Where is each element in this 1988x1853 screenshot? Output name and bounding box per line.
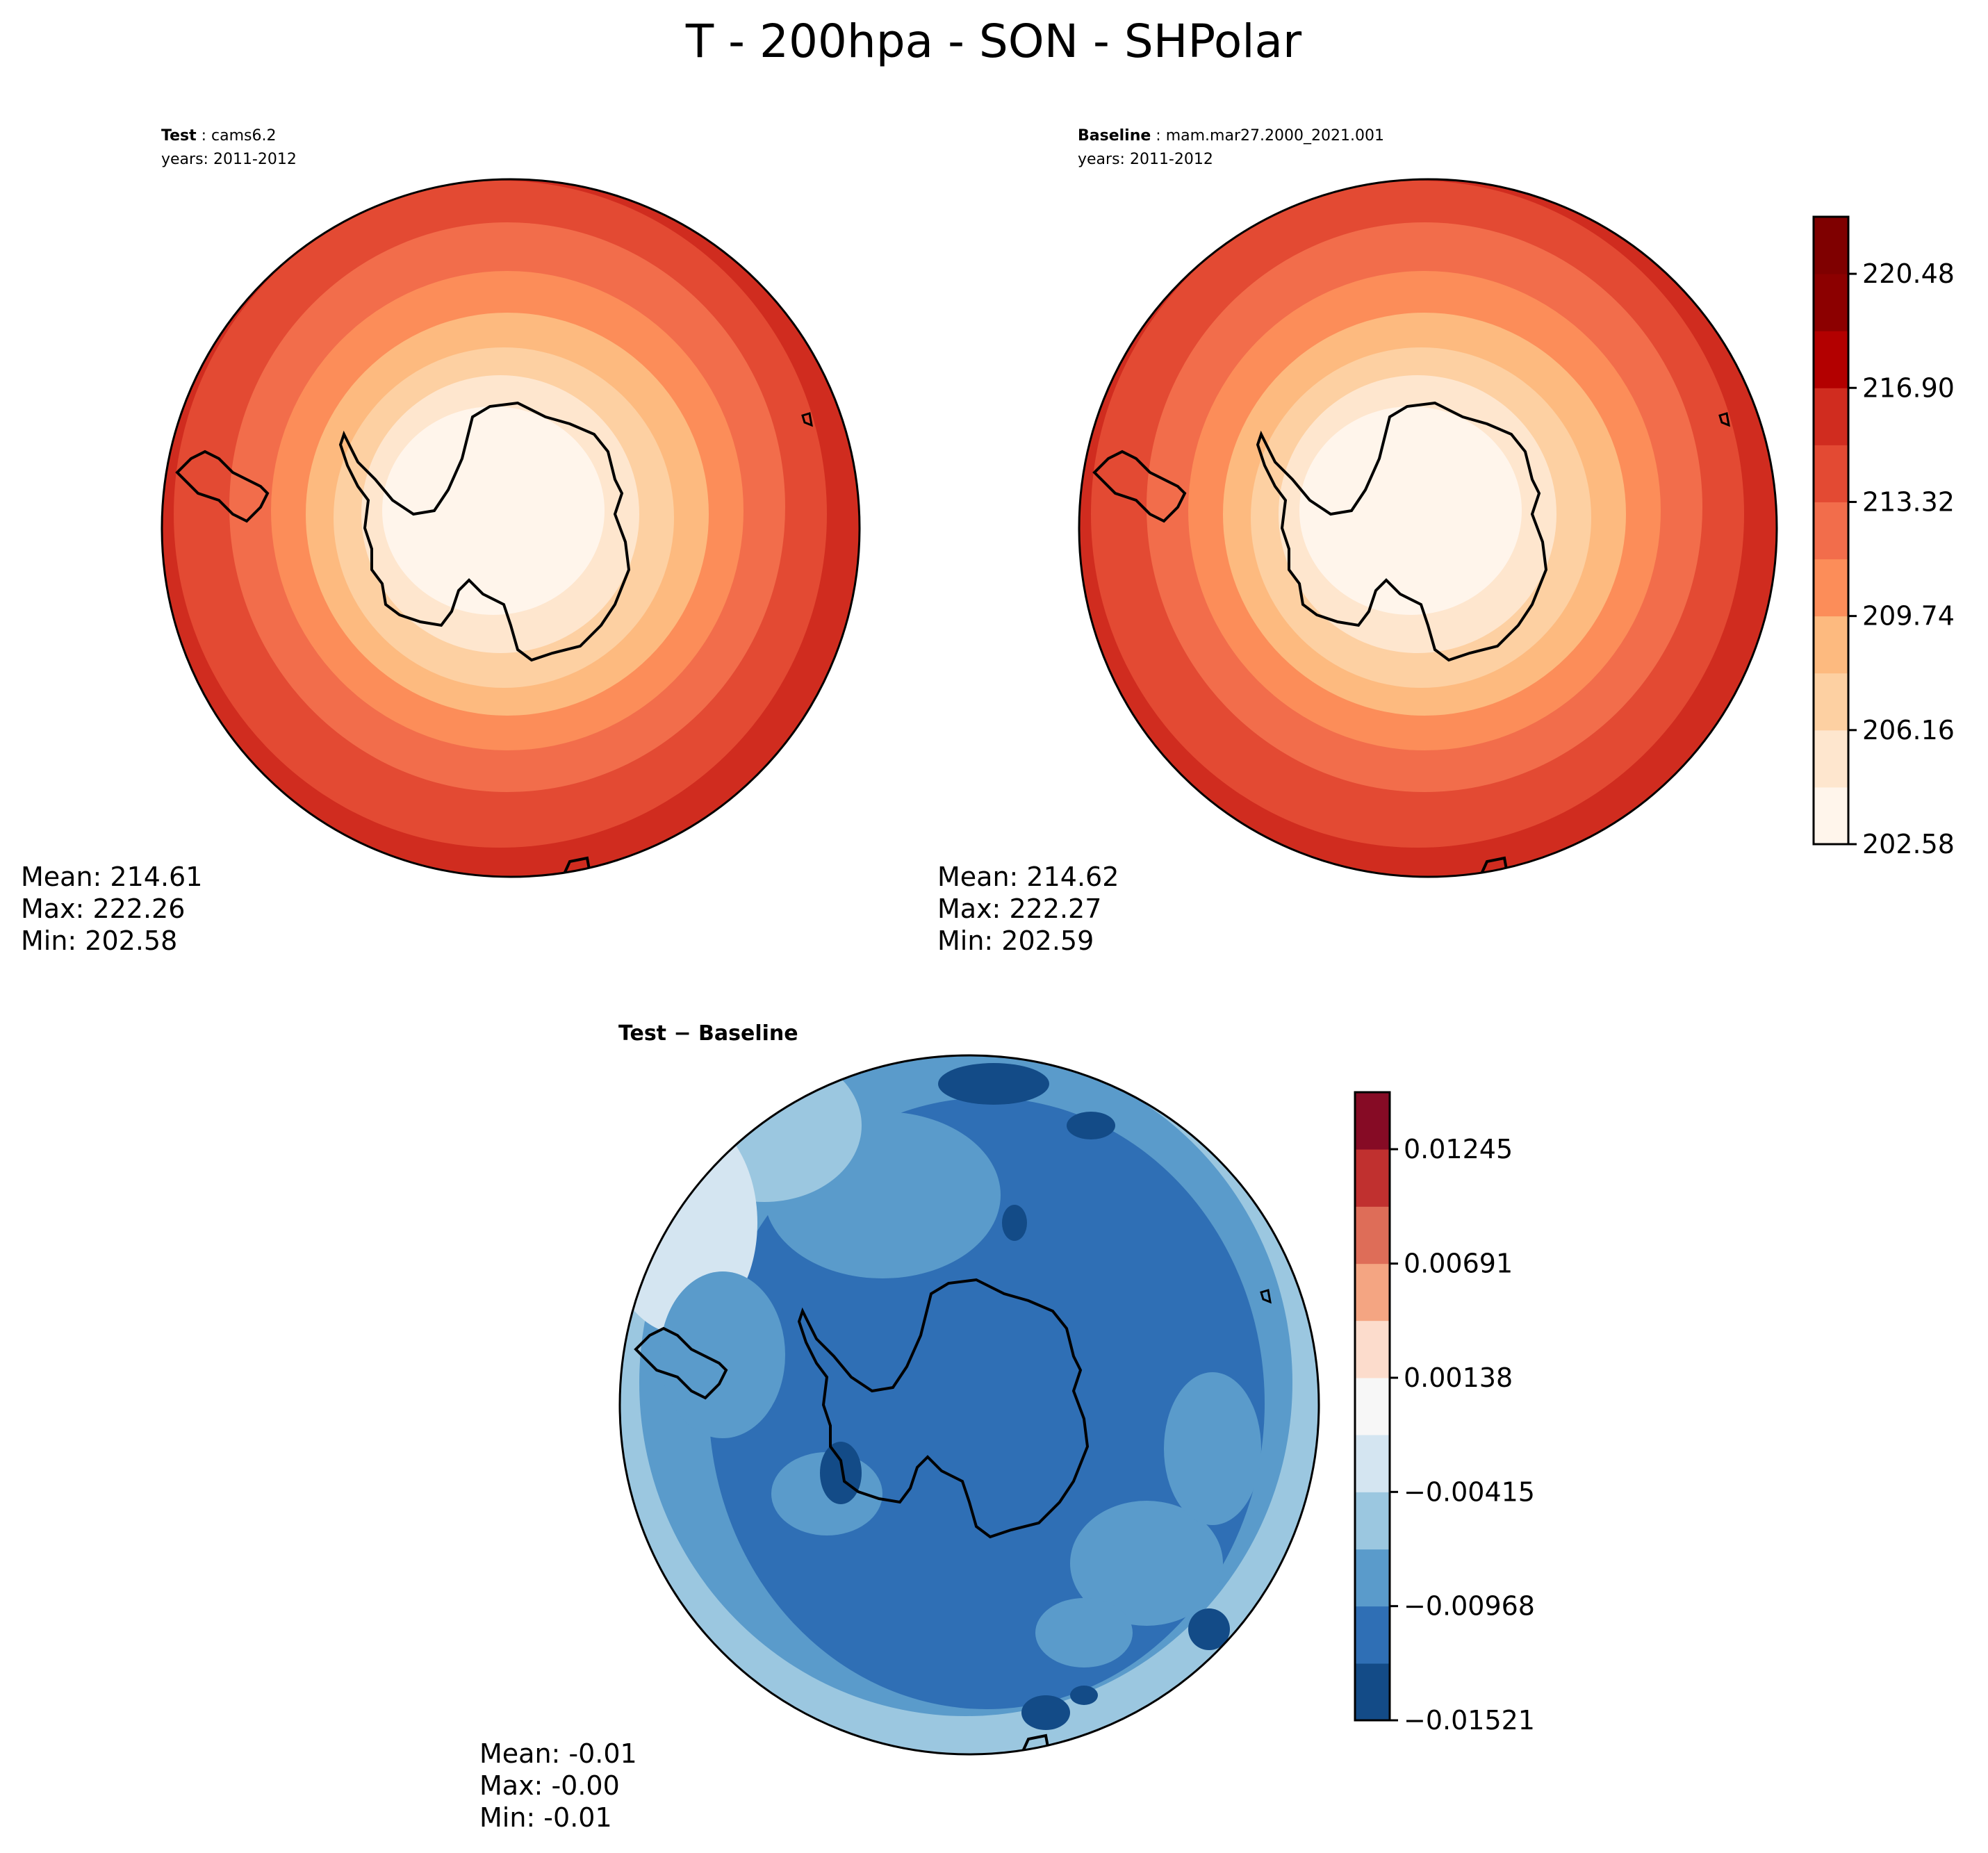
difference-colorbar-swatch [1355, 1206, 1390, 1265]
difference-colorbar-swatch [1355, 1492, 1390, 1550]
baseline-min: Min: 202.59 [937, 925, 1094, 956]
test-map [162, 179, 860, 877]
test-panel: Test : cams6.2 years: 2011-2012 Mean: 21… [21, 127, 861, 956]
difference-map [620, 1055, 1319, 1754]
difference-panel: Test − Baseline Mean: -0. [479, 1021, 1320, 1833]
difference-colorbar-frame [1354, 1091, 1391, 1722]
temperature-colorbar-swatch [1814, 673, 1848, 731]
difference-colorbar-swatch [1355, 1092, 1390, 1150]
baseline-panel: Baseline : mam.mar27.2000_2021.001 years… [937, 127, 1778, 956]
temperature-colorbar-tick-label: 220.48 [1862, 258, 1955, 289]
difference-panel-title: Test − Baseline [618, 1021, 798, 1046]
temperature-colorbar-swatch [1814, 616, 1848, 674]
difference-colorbar-swatch [1355, 1320, 1390, 1378]
baseline-panel-heading: Baseline : mam.mar27.2000_2021.001 [1078, 127, 1384, 145]
difference-map-frame [618, 1054, 1320, 1756]
colorbar-difference: −0.01521 −0.00968 −0.00415 0.00138 0.00691 0.… [1354, 1091, 1535, 1736]
temperature-colorbar-swatch [1814, 445, 1848, 502]
test-panel-heading: Test : cams6.2 [161, 127, 277, 145]
baseline-max: Max: 222.27 [937, 893, 1101, 924]
temperature-colorbar-swatch [1814, 730, 1848, 788]
difference-colorbar-tick-label: 0.01245 [1404, 1134, 1513, 1164]
colorbar-temperature: 202.58 206.16 209.74 213.32 216.90 220.48 [1812, 215, 1955, 859]
baseline-mean: Mean: 214.62 [937, 862, 1119, 892]
difference-colorbar-tick-label: −0.01521 [1404, 1705, 1535, 1736]
temperature-colorbar-tick-label: 213.32 [1862, 486, 1955, 517]
temperature-colorbar-tick-label: 209.74 [1862, 601, 1955, 632]
difference-colorbar-tick-label: −0.00415 [1404, 1476, 1535, 1507]
difference-colorbar-swatch [1355, 1549, 1390, 1607]
temperature-colorbar-swatch [1814, 388, 1848, 445]
temperature-colorbar-tick-label: 206.16 [1862, 715, 1955, 746]
difference-colorbar-tick-label: −0.00968 [1404, 1591, 1535, 1622]
difference-mean: Mean: -0.01 [479, 1738, 637, 1769]
difference-colorbar-swatch [1355, 1606, 1390, 1664]
temperature-colorbar-tick-label: 216.90 [1862, 372, 1955, 403]
difference-max: Max: -0.00 [479, 1770, 620, 1801]
difference-colorbar-swatch [1355, 1263, 1390, 1321]
test-max: Max: 222.26 [21, 893, 185, 924]
temperature-colorbar-swatch [1814, 331, 1848, 388]
temperature-colorbar-frame [1812, 215, 1850, 846]
difference-colorbar-tick-label: 0.00691 [1404, 1249, 1513, 1279]
baseline-map [1079, 179, 1777, 877]
test-panel-years: years: 2011-2012 [161, 151, 297, 168]
test-min: Min: 202.58 [21, 925, 177, 956]
difference-colorbar-swatch [1355, 1377, 1390, 1435]
temperature-colorbar-swatch [1814, 274, 1848, 331]
baseline-map-frame [1078, 178, 1778, 878]
temperature-colorbar-tick-label: 202.58 [1862, 829, 1955, 859]
temperature-colorbar-swatch [1814, 217, 1848, 274]
temperature-colorbar-swatch [1814, 502, 1848, 560]
test-map-frame [161, 178, 861, 878]
difference-colorbar-swatch [1355, 1435, 1390, 1492]
difference-colorbar-swatch [1355, 1149, 1390, 1207]
temperature-colorbar-swatch [1814, 787, 1848, 845]
difference-colorbar-swatch [1355, 1663, 1390, 1721]
figure-title: T - 200hpa - SON - SHPolar [685, 15, 1302, 68]
temperature-colorbar-swatch [1814, 559, 1848, 617]
test-mean: Mean: 214.61 [21, 862, 202, 892]
difference-min: Min: -0.01 [479, 1802, 612, 1833]
difference-colorbar-tick-label: 0.00138 [1404, 1362, 1513, 1393]
baseline-panel-years: years: 2011-2012 [1078, 151, 1213, 168]
